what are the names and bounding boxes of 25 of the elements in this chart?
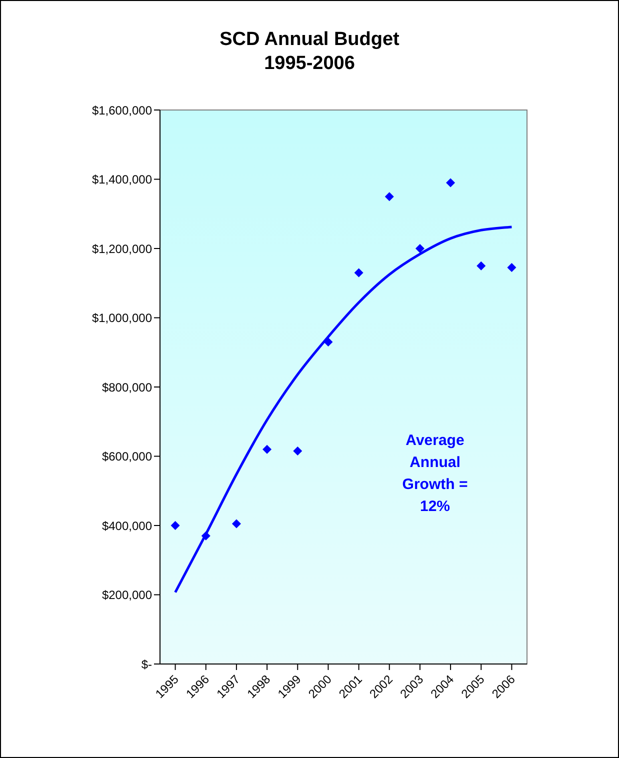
point [262,444,272,454]
point [232,519,241,528]
y-tick-label: $- [141,657,152,672]
y-tick-label: $1,400,000 [92,172,152,187]
line-series [174,226,513,594]
point [415,244,424,253]
point [446,178,456,188]
point [354,268,364,278]
point [293,446,302,456]
point [507,263,516,272]
y-tick-label: $1,600,000 [92,103,152,118]
point [324,337,333,346]
chart-subtitle: 1995-2006 [263,52,356,76]
point [170,521,180,530]
y-tick-label: $600,000 [102,450,152,464]
y-tick-label: $800,000 [102,380,152,394]
y-tick-label: $1,000,000 [92,311,152,326]
y-tick-label: $200,000 [102,588,152,602]
point [384,192,394,202]
annotation: Average Annual Growth = 12% [401,431,469,517]
y-tick-label: $1,200,000 [92,242,152,256]
point [201,531,210,540]
y-tick-label: $400,000 [102,518,152,533]
chart-title: SCD Annual Budget [218,28,400,52]
point [476,261,486,270]
